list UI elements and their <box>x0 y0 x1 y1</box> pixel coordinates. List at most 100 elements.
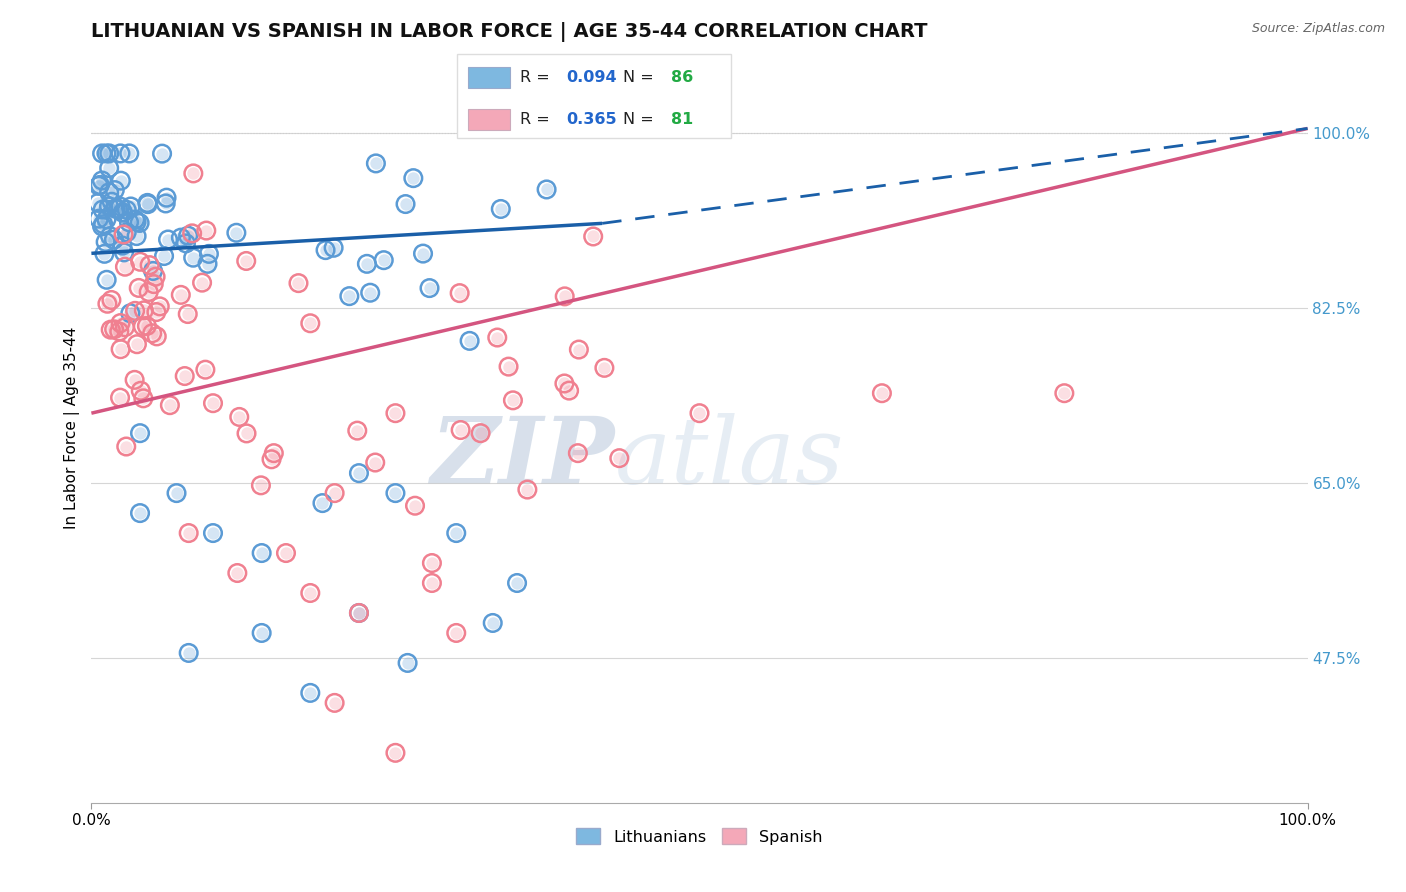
Point <box>125 337 148 351</box>
Point <box>502 393 524 408</box>
Point <box>103 322 125 336</box>
Point <box>356 257 378 271</box>
Point <box>103 233 125 247</box>
Point <box>146 329 169 343</box>
Point <box>181 227 204 241</box>
Y-axis label: In Labor Force | Age 35-44: In Labor Force | Age 35-44 <box>65 327 80 529</box>
Point <box>226 566 249 580</box>
Point <box>197 257 219 271</box>
Point <box>506 576 529 591</box>
Point <box>516 483 538 497</box>
Point <box>364 156 387 170</box>
Point <box>299 586 322 600</box>
Point <box>136 195 159 210</box>
Point <box>100 293 122 307</box>
Text: N =: N = <box>623 112 659 128</box>
Point <box>110 342 132 356</box>
Point <box>181 251 204 265</box>
Point <box>104 183 127 197</box>
Point <box>356 257 378 271</box>
Point <box>159 398 181 412</box>
Point <box>124 303 146 318</box>
Point <box>128 281 150 295</box>
Point <box>481 615 503 630</box>
Point <box>202 526 225 541</box>
Point <box>274 546 297 560</box>
Point <box>114 260 136 274</box>
Point <box>359 285 381 300</box>
Point <box>111 238 134 252</box>
Point <box>568 343 591 357</box>
Point <box>155 191 177 205</box>
Point <box>274 546 297 560</box>
Point <box>96 297 118 311</box>
Point <box>145 305 167 319</box>
Point <box>198 247 221 261</box>
Point <box>132 303 155 318</box>
Point <box>166 486 188 500</box>
Point <box>444 626 467 640</box>
Point <box>129 506 152 520</box>
Point <box>384 746 406 760</box>
Point <box>337 289 360 303</box>
Point <box>98 146 121 161</box>
Point <box>183 166 205 180</box>
Point <box>96 212 118 227</box>
Point <box>582 229 605 244</box>
Point <box>111 205 134 219</box>
Point <box>299 586 322 600</box>
Point <box>98 199 121 213</box>
Point <box>568 343 591 357</box>
Point <box>420 556 443 570</box>
Point <box>129 384 152 398</box>
Point <box>115 225 138 239</box>
Point <box>91 202 114 217</box>
Point <box>364 456 387 470</box>
Point <box>110 146 132 161</box>
Point <box>112 227 135 242</box>
Point <box>138 258 160 272</box>
Point <box>347 466 370 480</box>
Point <box>506 576 529 591</box>
Point <box>142 264 165 278</box>
Point <box>250 478 273 492</box>
Point <box>553 376 575 391</box>
Point <box>498 359 520 374</box>
Point <box>110 200 132 214</box>
Point <box>96 212 118 227</box>
Point <box>347 606 370 620</box>
Point <box>228 409 250 424</box>
Point <box>498 359 520 374</box>
Point <box>132 319 155 334</box>
Point <box>567 446 589 460</box>
Point <box>129 506 152 520</box>
Point <box>129 426 152 441</box>
Point <box>486 330 509 344</box>
Point <box>108 391 131 405</box>
Point <box>177 228 200 243</box>
Text: atlas: atlas <box>614 413 844 503</box>
Point <box>111 238 134 252</box>
Point <box>396 656 419 670</box>
Point <box>120 306 142 320</box>
Point <box>101 194 124 209</box>
Point <box>98 229 121 244</box>
Point <box>287 276 309 290</box>
Point <box>263 446 285 460</box>
Point <box>91 146 114 161</box>
Point <box>202 526 225 541</box>
Point <box>120 199 142 213</box>
Point <box>177 646 200 660</box>
Point <box>489 202 512 216</box>
Point <box>250 626 273 640</box>
Point <box>181 251 204 265</box>
Point <box>96 297 118 311</box>
Point <box>228 409 250 424</box>
Point <box>118 215 141 229</box>
Point <box>138 285 160 299</box>
Point <box>150 146 173 161</box>
Text: R =: R = <box>520 70 555 85</box>
Point <box>181 227 204 241</box>
Point <box>91 173 114 187</box>
Point <box>1053 386 1076 401</box>
